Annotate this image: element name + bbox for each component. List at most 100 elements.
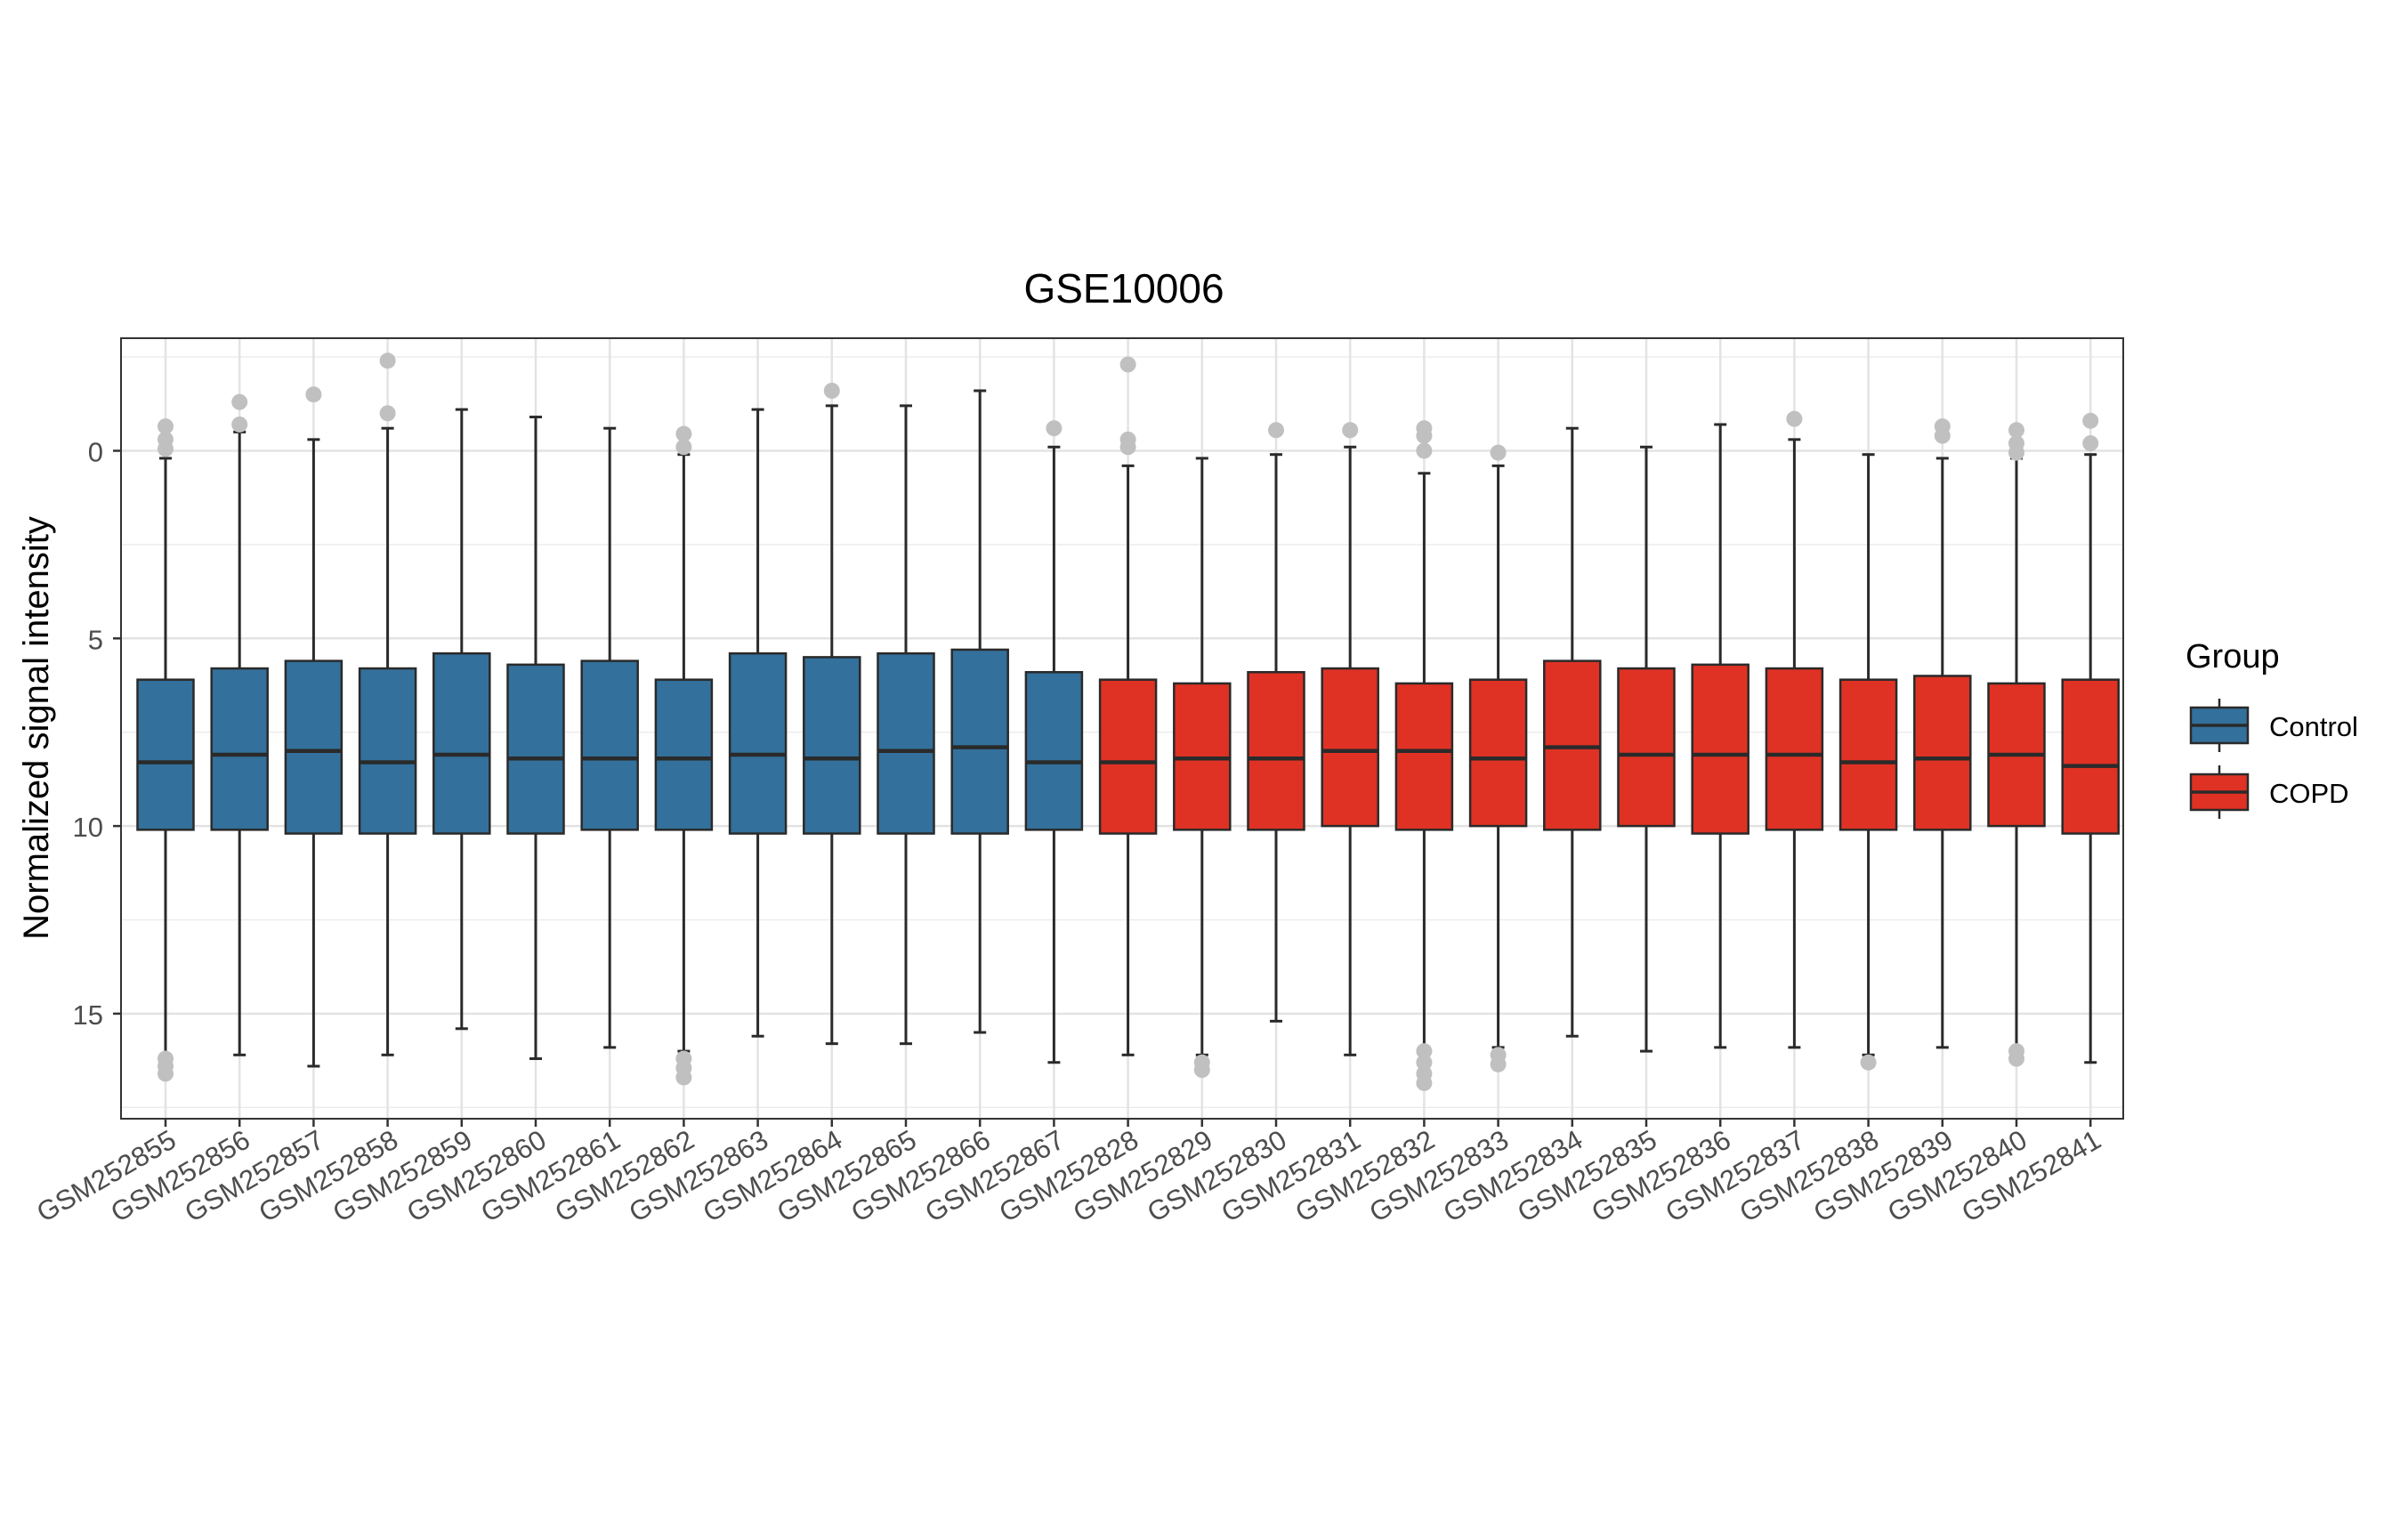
outlier-point: [1046, 420, 1063, 437]
outlier-point: [1490, 444, 1507, 461]
box-GSM252832: [1394, 420, 1454, 1091]
outlier-point: [1342, 422, 1359, 439]
box-rect: [1024, 671, 1084, 831]
plot-panel: [120, 337, 2124, 1120]
outlier-point: [2008, 1050, 2024, 1067]
outlier-point: [1786, 410, 1803, 427]
outlier-point: [675, 439, 692, 456]
outlier-point: [1934, 427, 1951, 444]
legend-title: Group: [2186, 638, 2280, 676]
box-GSM252863: [728, 408, 788, 1038]
plot-panel-border: [120, 337, 2124, 1120]
y-tick-label: 5: [88, 624, 103, 655]
outlier-point: [1268, 422, 1284, 439]
box-rect: [506, 663, 565, 835]
legend-label: Control: [2269, 711, 2358, 742]
chart-title: GSE10006: [1023, 265, 1224, 311]
box-GSM252866: [950, 389, 1009, 1034]
box-GSM252835: [1617, 445, 1676, 1053]
box-rect: [136, 678, 195, 831]
legend: Group Control COPD: [2186, 638, 2358, 819]
box-rect: [803, 656, 861, 835]
outlier-point: [1416, 427, 1433, 444]
box-GSM252834: [1543, 426, 1602, 1038]
outlier-point: [305, 386, 322, 403]
box-rect: [1617, 667, 1676, 828]
box-GSM252833: [1468, 444, 1528, 1072]
box-rect: [950, 648, 1009, 835]
box-GSM252856: [210, 393, 269, 1056]
legend-item-copd: COPD: [2189, 765, 2349, 819]
outlier-point: [379, 405, 396, 422]
outlier-point: [823, 383, 840, 400]
box-rect: [1765, 667, 1824, 831]
box-GSM252838: [1838, 453, 1898, 1071]
box-GSM252861: [580, 426, 639, 1049]
box-GSM252857: [284, 386, 343, 1068]
outlier-point: [2082, 435, 2099, 452]
box-rect: [728, 651, 788, 835]
box-rect: [1394, 682, 1454, 831]
outlier-point: [158, 441, 174, 457]
box-GSM252855: [136, 418, 195, 1082]
box-rect: [358, 667, 417, 835]
legend-label: COPD: [2269, 778, 2349, 809]
box-rect: [1468, 678, 1528, 828]
box-GSM252840: [1987, 422, 2046, 1067]
outlier-point: [1416, 442, 1433, 459]
box-GSM252862: [654, 425, 714, 1086]
outlier-point: [675, 1069, 692, 1086]
outlier-point: [158, 1065, 174, 1082]
outlier-point: [1490, 1056, 1507, 1072]
box-rect: [580, 659, 639, 831]
box-GSM252831: [1321, 422, 1379, 1056]
box-rect: [1691, 663, 1749, 835]
y-axis: 0 5 10 15: [73, 436, 121, 1031]
outlier-point: [1193, 1062, 1210, 1079]
box-rect: [284, 659, 343, 835]
box-GSM252839: [1913, 418, 1972, 1049]
box-rect: [2061, 678, 2120, 835]
box-GSM252837: [1765, 410, 1824, 1049]
outlier-point: [158, 418, 174, 435]
outlier-point: [231, 393, 248, 410]
box-GSM252836: [1691, 423, 1749, 1049]
box-rect: [432, 651, 491, 835]
outlier-point: [1416, 1074, 1433, 1091]
box-rect: [210, 667, 269, 831]
box-rect: [1913, 675, 1972, 831]
outlier-point: [2082, 412, 2099, 429]
box-rect: [1838, 678, 1898, 831]
y-tick-label: 15: [73, 999, 103, 1031]
box-GSM252841: [2061, 412, 2120, 1064]
outlier-point: [231, 416, 248, 433]
box-GSM252858: [358, 352, 417, 1056]
boxes-layer: [136, 352, 2120, 1091]
box-GSM252860: [506, 416, 565, 1061]
outlier-point: [2008, 444, 2024, 461]
y-tick-label: 0: [88, 436, 103, 467]
outlier-point: [1860, 1054, 1877, 1071]
box-rect: [1247, 671, 1305, 831]
box-rect: [1321, 667, 1379, 828]
box-GSM252865: [877, 404, 935, 1046]
legend-item-control: Control: [2189, 699, 2358, 752]
y-tick-label: 10: [73, 812, 103, 843]
box-GSM252830: [1247, 422, 1305, 1023]
outlier-point: [1416, 1043, 1433, 1060]
box-rect: [1098, 678, 1158, 835]
outlier-point: [675, 425, 692, 442]
box-rect: [654, 678, 714, 831]
outlier-point: [2008, 422, 2024, 439]
box-GSM252867: [1024, 420, 1084, 1064]
box-rect: [877, 651, 935, 835]
box-GSM252859: [432, 408, 491, 1031]
outlier-point: [379, 352, 396, 369]
y-axis-title: Normalized signal intensity: [17, 516, 56, 940]
legend-keys: Control COPD: [2189, 699, 2358, 819]
outlier-point: [1119, 439, 1136, 456]
box-GSM252864: [803, 383, 861, 1046]
box-GSM252829: [1173, 457, 1232, 1079]
outlier-point: [1119, 356, 1136, 373]
